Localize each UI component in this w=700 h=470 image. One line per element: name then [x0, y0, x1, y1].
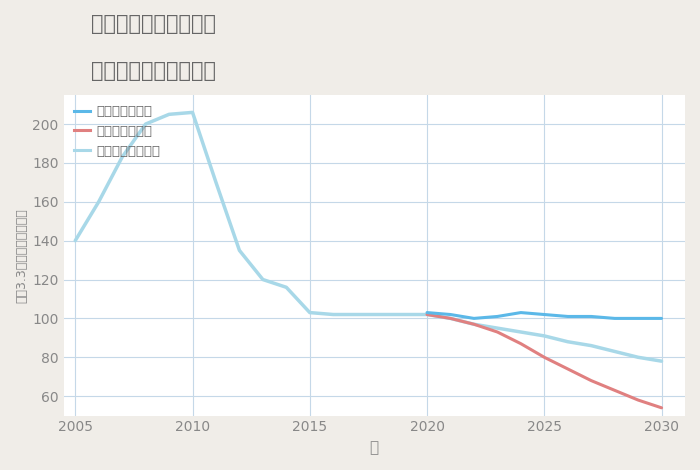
Legend: グッドシナリオ, バッドシナリオ, ノーマルシナリオ: グッドシナリオ, バッドシナリオ, ノーマルシナリオ [70, 102, 164, 162]
X-axis label: 年: 年 [370, 440, 379, 455]
Text: 中古戸建ての価格推移: 中古戸建ての価格推移 [91, 61, 216, 81]
Text: 奈良県生駒市俵口町の: 奈良県生駒市俵口町の [91, 14, 216, 34]
Y-axis label: 坪（3.3㎡）単価（万円）: 坪（3.3㎡）単価（万円） [15, 208, 28, 303]
